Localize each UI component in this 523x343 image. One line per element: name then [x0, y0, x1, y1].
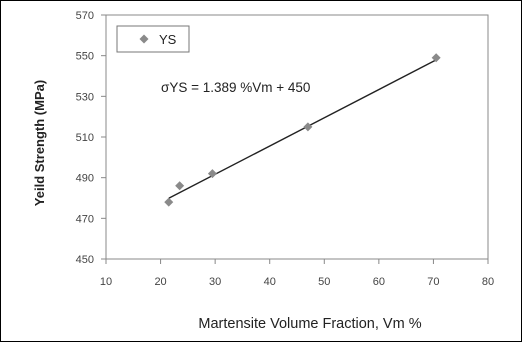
- legend-box: [116, 25, 190, 53]
- data-point: [175, 181, 185, 191]
- data-point: [431, 53, 441, 63]
- data-point: [164, 197, 174, 207]
- y-axis-ticks: 450 470 490 510 530 550 570: [76, 10, 106, 266]
- x-tick-label: 20: [154, 276, 166, 288]
- y-tick-label: 490: [76, 173, 94, 185]
- x-tick-label: 70: [427, 276, 439, 288]
- data-point: [303, 122, 313, 132]
- y-tick-label: 470: [76, 213, 94, 225]
- data-point: [207, 169, 217, 179]
- y-axis-title: Yeild Strength (MPa): [32, 80, 47, 206]
- x-axis-ticks: 10 20 30 40 50 60 70 80: [100, 259, 494, 288]
- legend: YS: [116, 25, 190, 53]
- x-axis-title: Martensite Volume Fraction, Vm %: [198, 316, 421, 332]
- y-tick-label: 450: [76, 254, 94, 266]
- x-tick-label: 40: [264, 276, 276, 288]
- x-tick-label: 60: [373, 276, 385, 288]
- x-tick-label: 50: [318, 276, 330, 288]
- y-tick-label: 530: [76, 91, 94, 103]
- legend-marker-diamond: [139, 34, 149, 44]
- y-tick-label: 550: [76, 51, 94, 63]
- y-tick-label: 570: [76, 10, 94, 22]
- legend-label: YS: [159, 32, 177, 47]
- x-tick-label: 80: [482, 276, 494, 288]
- regression-equation: σYS = 1.389 %Vm + 450: [161, 80, 310, 95]
- x-tick-label: 10: [100, 276, 112, 288]
- x-tick-label: 30: [209, 276, 221, 288]
- data-points: [164, 53, 441, 207]
- y-tick-label: 510: [76, 132, 94, 144]
